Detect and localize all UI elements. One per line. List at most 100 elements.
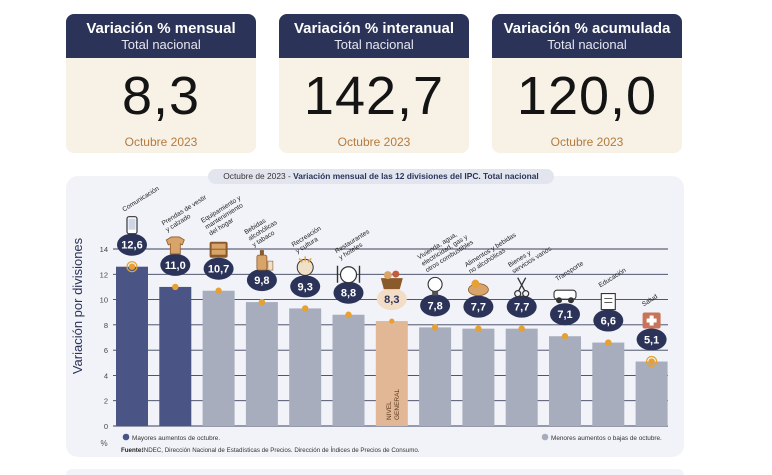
bar-group: 7,1 Transporte	[549, 260, 585, 426]
icon-shape	[383, 271, 392, 280]
bar-group: 6,6 Educación	[592, 267, 628, 426]
kpi-value: 142,7	[303, 66, 445, 126]
chart-title-date: Octubre de 2023	[223, 171, 286, 181]
value-dot	[172, 283, 179, 291]
kpi-card-interanual: Variación % interanual Total nacional 14…	[279, 14, 469, 153]
value-dot	[389, 318, 395, 324]
category-label: Salud	[641, 293, 659, 308]
value-dot	[605, 339, 612, 346]
kpi-subtitle: Total nacional	[334, 37, 414, 52]
highlight-ring	[645, 355, 658, 368]
kpi-card-mensual: Variación % mensual Total nacional 8,3 O…	[66, 14, 256, 153]
kpi-title: Variación % interanual	[293, 20, 455, 37]
category-label: Comunicación	[121, 185, 160, 213]
lightbulb-icon	[427, 276, 443, 296]
icon-shape	[259, 250, 264, 256]
y-unit-label: %	[100, 439, 107, 448]
category-label: Transporte	[554, 260, 585, 283]
value-bubble	[117, 233, 147, 256]
icon-shape	[432, 291, 439, 296]
kpi-header: Variación % mensual Total nacional	[66, 14, 256, 58]
value-dot	[518, 325, 525, 332]
bar-group: NIVEL GENERAL 8,3	[375, 270, 408, 426]
y-tick-label: 14	[100, 245, 108, 254]
book-icon	[600, 293, 616, 311]
value-bubble	[636, 328, 667, 351]
nivel-general-text: GENERAL	[394, 389, 401, 420]
data-label: 7,1	[557, 309, 572, 321]
value-bubble	[463, 295, 494, 318]
icon-shape	[471, 279, 480, 288]
source-text: INDEC, Dirección Nacional de Estadística…	[142, 447, 420, 454]
value-dot	[258, 298, 266, 306]
value-bubble	[203, 257, 234, 280]
kpi-subtitle: Total nacional	[121, 37, 201, 52]
data-label: 6,6	[601, 316, 616, 328]
value-bubble	[420, 294, 451, 317]
kpi-body: 120,0 Octubre 2023	[492, 58, 682, 153]
food-icon	[467, 279, 489, 297]
kpi-subtitle: Total nacional	[547, 37, 627, 52]
value-dot	[345, 311, 352, 318]
data-label: 8,3	[384, 294, 399, 306]
shopping-basket-icon	[380, 270, 403, 290]
icon-shape	[165, 236, 185, 255]
data-label: 11,0	[165, 260, 186, 272]
bar	[289, 308, 322, 426]
value-dot	[215, 287, 222, 294]
y-axis-label: Variación por divisiones	[70, 237, 85, 374]
icon-shape	[522, 290, 530, 298]
icon-shape	[298, 256, 312, 263]
bar	[505, 328, 538, 426]
bar	[159, 286, 192, 426]
value-bubble	[246, 269, 277, 292]
data-label: 10,7	[208, 264, 229, 276]
scissors-icon	[514, 277, 530, 298]
icon-shape	[517, 277, 527, 291]
car-icon	[553, 289, 577, 304]
restaurant-icon	[336, 265, 361, 284]
bottle-icon	[256, 250, 274, 271]
y-tick-label: 2	[104, 397, 108, 406]
icon-shape	[128, 218, 136, 230]
icon-shape	[568, 297, 574, 304]
legend-marker-below	[541, 433, 549, 441]
kpi-header: Variación % acumulada Total nacional	[492, 14, 682, 58]
medical-kit-icon	[642, 312, 661, 329]
category-label-text: Educación	[598, 267, 628, 289]
value-dot	[475, 325, 482, 332]
kpi-title: Variación % mensual	[86, 20, 236, 37]
recreation-icon	[296, 256, 314, 276]
shirt-icon	[165, 236, 185, 255]
next-panel-edge	[66, 469, 684, 475]
value-bubble	[593, 309, 624, 332]
value-dot	[561, 333, 569, 340]
icon-shape	[600, 293, 616, 311]
y-tick-label: 12	[100, 270, 108, 279]
kpi-value: 8,3	[121, 66, 201, 126]
value-dot	[648, 358, 655, 365]
category-label-text: Salud	[641, 293, 659, 308]
bar-group: 12,6 Comunicación	[116, 185, 161, 426]
value-bubble	[550, 303, 580, 326]
icon-shape	[380, 278, 403, 290]
data-label: 8,8	[341, 288, 356, 300]
y-tick-label: 4	[104, 371, 108, 380]
value-bubble	[160, 253, 191, 276]
data-label: 5,1	[644, 335, 659, 347]
kpi-date: Octubre 2023	[337, 135, 411, 149]
icon-shape	[211, 249, 226, 255]
kpi-body: 8,3 Octubre 2023	[66, 58, 256, 153]
bar	[375, 321, 408, 426]
bar	[245, 302, 278, 426]
legend-label-above: Mayores aumentos de octubre.	[132, 435, 220, 442]
highlight-ring	[126, 261, 138, 273]
